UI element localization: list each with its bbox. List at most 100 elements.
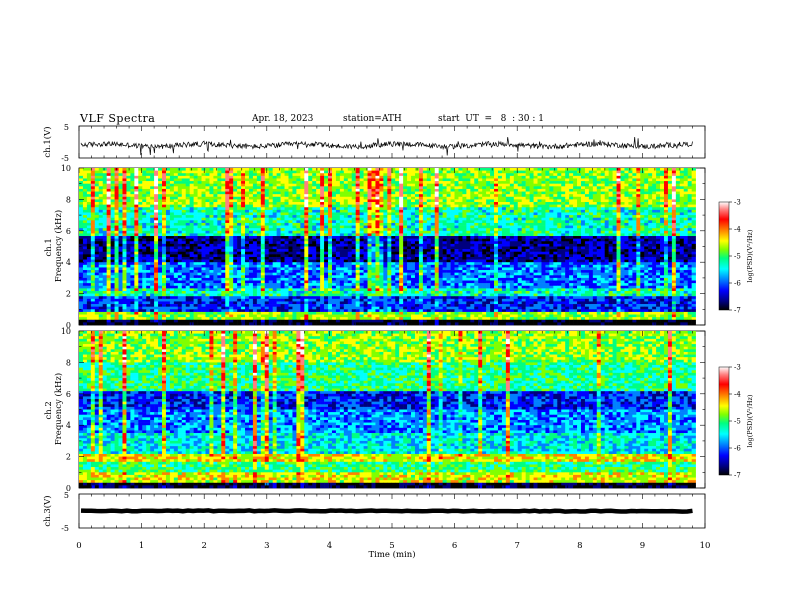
spectrogram-cell	[173, 246, 179, 250]
spectrogram-cell	[189, 246, 194, 250]
spectrogram-cell	[577, 233, 582, 237]
spectrogram-cell	[426, 194, 432, 198]
spectrogram-cell	[284, 209, 289, 213]
spectrogram-cell	[671, 212, 677, 216]
spectrogram-cell	[561, 238, 566, 242]
spectrogram-cell	[264, 241, 270, 245]
spectrogram-cell	[446, 181, 451, 184]
spectrogram-cell	[142, 246, 147, 250]
spectrogram-cell	[454, 202, 459, 205]
spectrogram-cell	[308, 168, 313, 171]
spectrogram-cell	[474, 186, 479, 190]
spectrogram-cell	[644, 207, 649, 211]
spectrogram-cell	[225, 202, 230, 205]
spectrogram-cell	[470, 181, 475, 184]
spectrogram-cell	[620, 173, 625, 177]
spectrogram-cell	[505, 230, 511, 234]
spectrogram-cell	[608, 212, 613, 216]
spectrogram-cell	[138, 199, 143, 203]
spectrogram-cell	[292, 175, 297, 179]
spectrogram-cell	[173, 243, 179, 247]
spectrogram-cell	[577, 188, 582, 192]
spectrogram-cell	[644, 209, 649, 213]
spectrogram-cell	[363, 230, 368, 234]
spectrogram-cell	[276, 228, 281, 232]
spectrogram-cell	[569, 215, 574, 219]
spectrogram-cell	[474, 188, 479, 192]
spectrogram-cell	[335, 243, 341, 247]
spectrogram-cell	[154, 194, 159, 198]
spectrogram-cell	[292, 199, 297, 203]
spectrogram-cell	[347, 188, 353, 192]
spectrogram-cell	[573, 215, 578, 219]
spectrogram-cell	[343, 241, 349, 245]
spectrogram-cell	[106, 222, 111, 226]
spectrogram-cell	[482, 246, 487, 250]
spectrogram-cell	[256, 220, 262, 224]
spectrogram-cell	[395, 236, 400, 239]
spectrogram-cell	[339, 233, 345, 237]
spectrogram-cell	[162, 191, 167, 195]
spectrogram-cell	[165, 212, 171, 216]
spectrogram-cell	[580, 194, 586, 198]
spectrogram-cell	[497, 178, 503, 182]
spectrogram-cell	[150, 202, 155, 205]
spectrogram-cell	[561, 243, 566, 247]
spectrogram-cell	[675, 178, 681, 182]
spectrogram-cell	[90, 173, 96, 177]
spectrogram-cell	[517, 215, 522, 219]
spectrogram-cell	[592, 228, 598, 232]
spectrogram-cell	[331, 222, 337, 226]
spectrogram-cell	[509, 186, 515, 190]
spectrogram-cell	[150, 196, 155, 200]
spectrogram-cell	[272, 238, 277, 242]
spectrogram-cell	[118, 186, 123, 190]
spectrogram-cell	[652, 212, 657, 216]
spectrogram-cell	[241, 236, 246, 239]
spectrogram-cell	[339, 196, 345, 200]
spectrogram-cell	[213, 236, 218, 239]
spectrogram-cell	[513, 215, 519, 219]
spectrogram-cell	[331, 168, 337, 171]
spectrogram-cell	[272, 173, 277, 177]
spectrogram-cell	[573, 202, 578, 205]
spectrogram-cell	[201, 168, 206, 171]
spectrogram-cell	[549, 222, 554, 226]
spectrogram-cell	[521, 241, 526, 245]
spectrogram-cell	[304, 194, 309, 198]
spectrogram-cell	[181, 246, 187, 250]
spectrogram-cell	[272, 168, 277, 171]
spectrogram-cell	[106, 173, 111, 177]
spectrogram-cell	[509, 212, 515, 216]
spectrogram-cell	[201, 188, 206, 192]
spectrogram-cell	[122, 168, 127, 171]
spectrogram-cell	[94, 228, 100, 232]
spectrogram-cell	[600, 209, 605, 213]
spectrogram-cell	[134, 204, 139, 208]
spectrogram-cell	[636, 196, 641, 200]
spectrogram-cell	[300, 233, 305, 237]
spectrogram-cell	[169, 212, 175, 216]
spectrogram-cell	[521, 183, 526, 187]
spectrogram-cell	[490, 222, 495, 226]
spectrogram-cell	[217, 241, 222, 245]
spectrogram-cell	[557, 209, 562, 213]
spectrogram-cell	[154, 188, 159, 192]
spectrogram-cell	[553, 217, 558, 221]
spectrogram-cell	[660, 209, 665, 213]
spectrogram-cell	[351, 238, 356, 242]
spectrogram-cell	[529, 220, 534, 224]
spectrogram-cell	[304, 233, 309, 237]
spectrogram-cell	[422, 225, 428, 229]
spectrogram-cell	[284, 222, 289, 226]
spectrogram-cell	[478, 170, 483, 174]
spectrogram-cell	[169, 168, 175, 171]
spectrogram-cell	[193, 204, 198, 208]
spectrogram-cell	[683, 212, 688, 216]
spectrogram-cell	[363, 225, 368, 229]
spectrogram-cell	[600, 186, 605, 190]
spectrogram-cell	[438, 207, 443, 211]
spectrogram-cell	[252, 220, 258, 224]
